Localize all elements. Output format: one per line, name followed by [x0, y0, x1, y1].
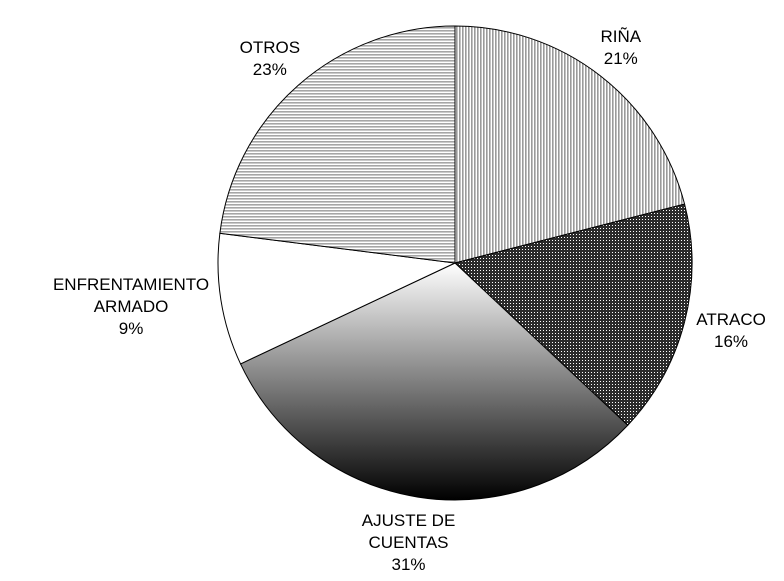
pie-slice [219, 25, 456, 264]
percent-label: 16% [714, 331, 749, 351]
percent-label: 23% [252, 59, 287, 79]
pie-slice [239, 262, 629, 501]
percent-label: 21% [603, 49, 638, 69]
slice-label: ENFRENTAMIENTO ARMADO 9% [53, 274, 209, 340]
category-label: ENFRENTAMIENTO ARMADO [52, 275, 210, 317]
percent-label: 31% [391, 554, 426, 574]
slice-label: RIÑA 21% [600, 26, 641, 70]
percent-label: 9% [118, 319, 144, 339]
slice-label: OTROS 23% [240, 37, 300, 81]
pie-slice [217, 232, 457, 365]
slice-label: ATRACO 16% [696, 309, 766, 353]
slice-label: AJUSTE DE CUENTAS 31% [362, 510, 456, 576]
pie-slice [453, 203, 693, 426]
category-label: RIÑA [600, 27, 642, 47]
category-label: AJUSTE DE CUENTAS [361, 510, 456, 552]
category-label: ATRACO [696, 309, 766, 329]
pie-slice [454, 25, 686, 264]
category-label: OTROS [239, 37, 301, 57]
